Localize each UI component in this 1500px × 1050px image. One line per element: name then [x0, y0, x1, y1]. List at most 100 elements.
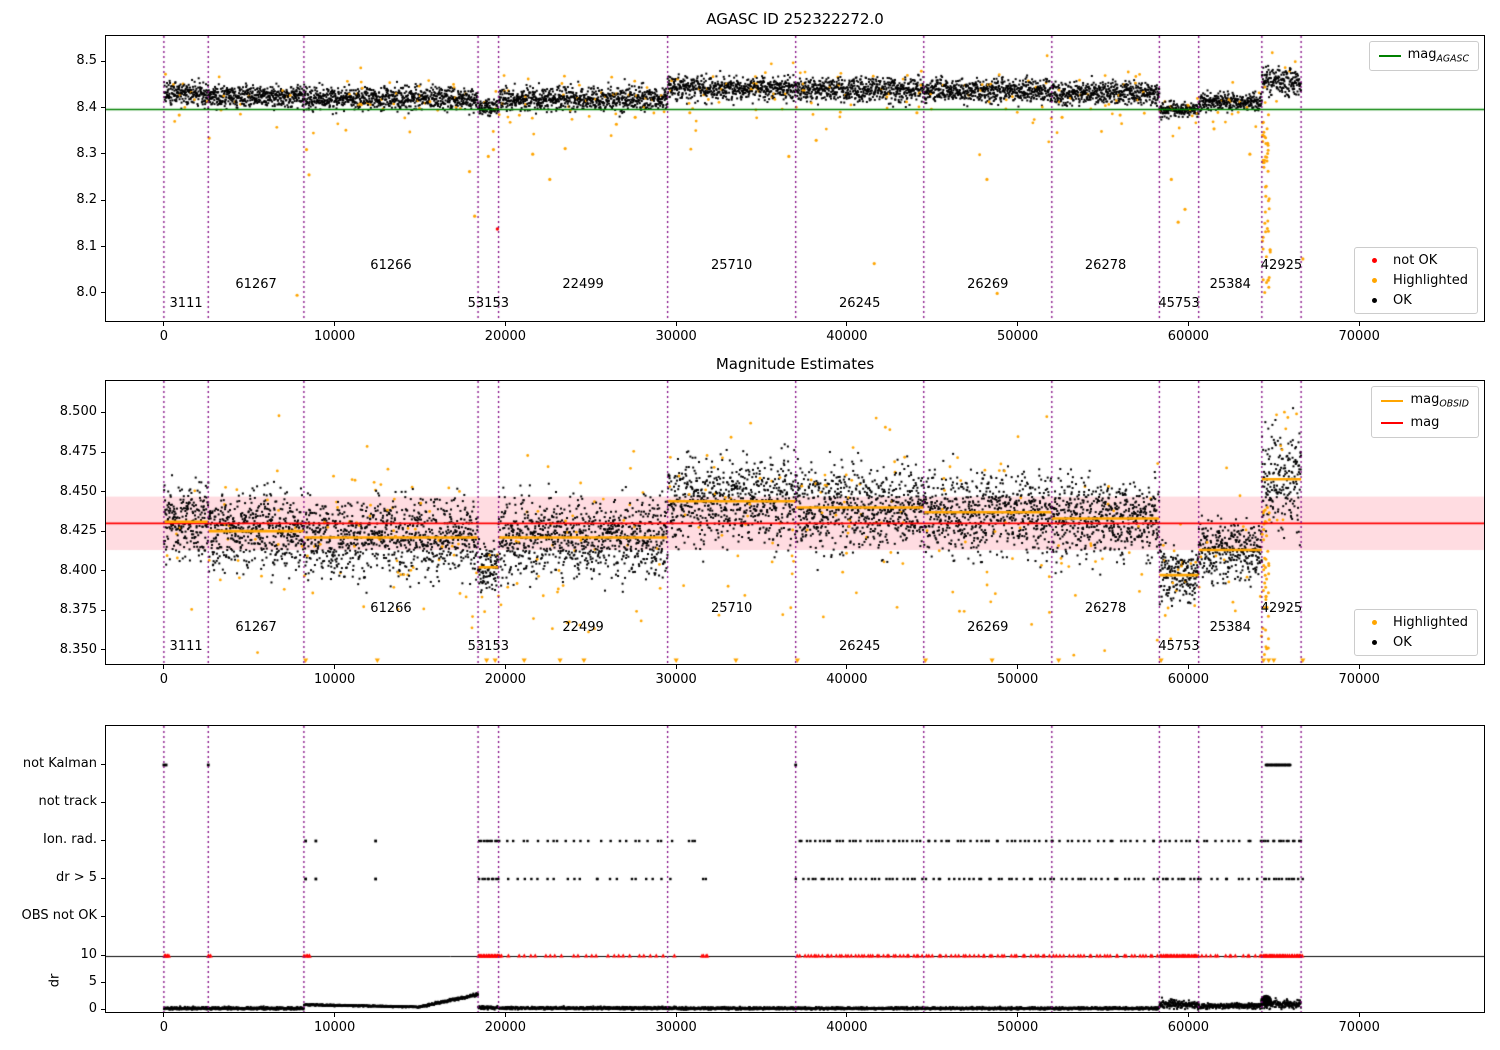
x-tick-mark	[1017, 665, 1019, 669]
obsid-label: 61267	[235, 277, 277, 292]
x-tick-mark	[1358, 665, 1360, 669]
x-tick-mark	[334, 1013, 336, 1017]
mag-obsid-label-main: mag	[1410, 392, 1440, 407]
obsid-label: 45753	[1158, 296, 1200, 311]
mag-agasc-legend: magAGASC	[1368, 41, 1479, 71]
obsid-label: 42925	[1260, 601, 1303, 616]
x-tick-mark	[504, 322, 506, 326]
y-tick-label: 8.5	[76, 53, 97, 69]
mag-obsid-label: magOBSID	[1410, 392, 1469, 410]
y-tick-mark	[101, 1008, 105, 1010]
x-tick-label: 40000	[826, 1020, 868, 1035]
y-tick-mark	[101, 107, 105, 109]
x-tick-mark	[1017, 322, 1019, 326]
y-tick-label: 8.350	[59, 641, 97, 657]
x-tick-mark	[1017, 1013, 1019, 1017]
y-tick-mark	[101, 609, 105, 611]
x-tick-label: 30000	[655, 1020, 697, 1035]
dr-tick-label: 5	[88, 974, 97, 989]
y-tick-label: 8.2	[76, 192, 97, 208]
x-tick-mark	[334, 665, 336, 669]
obsid-label: 26245	[839, 639, 881, 654]
y-tick-label: 8.0	[76, 284, 97, 300]
x-tick-label: 40000	[826, 329, 868, 344]
mag-agasc-label-sub: AGASC	[1436, 53, 1469, 65]
obsid-label: 25710	[710, 258, 753, 273]
mag-obsid-label-sub: OBSID	[1439, 398, 1469, 410]
obsid-label: 3111	[169, 296, 203, 311]
y-tick-mark	[101, 915, 105, 917]
x-tick-mark	[846, 322, 848, 326]
x-tick-label: 10000	[313, 329, 356, 344]
dr-tick-label: 10	[80, 947, 97, 962]
obsid-label: 45753	[1158, 639, 1200, 654]
x-tick-label: 50000	[996, 329, 1039, 344]
y-tick-label: 8.1	[76, 238, 97, 254]
y-tick-label: 8.475	[59, 444, 97, 460]
plot2-marker-legend: Highlighted OK	[1354, 609, 1478, 656]
y-tick-label: 8.400	[59, 562, 97, 578]
x-tick-mark	[1358, 322, 1360, 326]
obsid-label: 53153	[467, 296, 509, 311]
x-tick-label: 20000	[484, 672, 527, 687]
legend-entry-ok: OK	[1364, 293, 1468, 308]
y-tick-mark	[101, 411, 105, 413]
obsid-label: 61266	[370, 601, 412, 616]
y-tick-mark	[101, 839, 105, 841]
x-tick-label: 10000	[313, 1020, 356, 1035]
y-tick-mark	[101, 801, 105, 803]
y-tick-mark	[101, 649, 105, 651]
legend-entry-highlighted-2: Highlighted	[1364, 615, 1468, 630]
y-tick-mark	[101, 877, 105, 879]
y-tick-mark	[101, 981, 105, 983]
x-tick-mark	[163, 322, 165, 326]
plot1-marker-legend: not OK Highlighted OK	[1354, 247, 1478, 314]
x-tick-mark	[1358, 1013, 1360, 1017]
obsid-label: 53153	[467, 639, 509, 654]
flag-row-label: not track	[38, 794, 97, 809]
x-tick-label: 70000	[1338, 1020, 1380, 1035]
y-tick-label: 8.375	[59, 602, 97, 618]
x-tick-label: 70000	[1338, 329, 1380, 344]
obsid-label: 26278	[1084, 258, 1127, 273]
obsid-label: 26278	[1084, 601, 1127, 616]
y-tick-label: 8.425	[59, 523, 97, 539]
mag-agasc-label: magAGASC	[1408, 47, 1469, 65]
mag-lines-legend: magOBSID mag	[1371, 386, 1479, 439]
x-tick-label: 20000	[484, 1020, 527, 1035]
ok-label: OK	[1393, 293, 1412, 308]
y-tick-label: 8.450	[59, 483, 97, 499]
highlighted-label: Highlighted	[1393, 273, 1468, 288]
ok-marker-icon	[1372, 298, 1378, 303]
obsid-label: 22499	[562, 620, 604, 635]
y-tick-mark	[101, 199, 105, 201]
y-tick-mark	[101, 60, 105, 62]
x-tick-mark	[675, 322, 677, 326]
not-ok-label: not OK	[1393, 253, 1438, 268]
x-tick-mark	[846, 665, 848, 669]
y-tick-mark	[101, 153, 105, 155]
x-tick-label: 0	[159, 672, 169, 687]
flag-row-label: dr > 5	[55, 870, 97, 885]
not-ok-marker-icon	[1372, 258, 1378, 263]
mag-label-main: mag	[1410, 414, 1440, 430]
magnitude-estimates-plot: magOBSID mag Highlighted OK	[105, 380, 1485, 665]
legend-entry-mag: mag	[1381, 415, 1469, 433]
obsid-label: 61266	[370, 258, 412, 273]
x-tick-label: 50000	[996, 672, 1039, 687]
y-tick-mark	[101, 451, 105, 453]
ok-marker-icon	[1372, 640, 1378, 645]
y-tick-mark	[101, 292, 105, 294]
x-tick-label: 60000	[1167, 329, 1210, 344]
obsid-label: 25710	[710, 601, 753, 616]
dr-tick-label: 0	[88, 1001, 97, 1016]
x-tick-label: 0	[159, 329, 169, 344]
agasc-plot-canvas	[106, 36, 1484, 321]
y-tick-mark	[101, 491, 105, 493]
x-tick-mark	[334, 322, 336, 326]
y-tick-mark	[101, 763, 105, 765]
flag-row-label: not Kalman	[22, 756, 97, 771]
flag-row-label: OBS not OK	[21, 908, 98, 923]
mag-line-sample	[1381, 422, 1404, 425]
mag-obsid-line-sample	[1381, 399, 1404, 402]
